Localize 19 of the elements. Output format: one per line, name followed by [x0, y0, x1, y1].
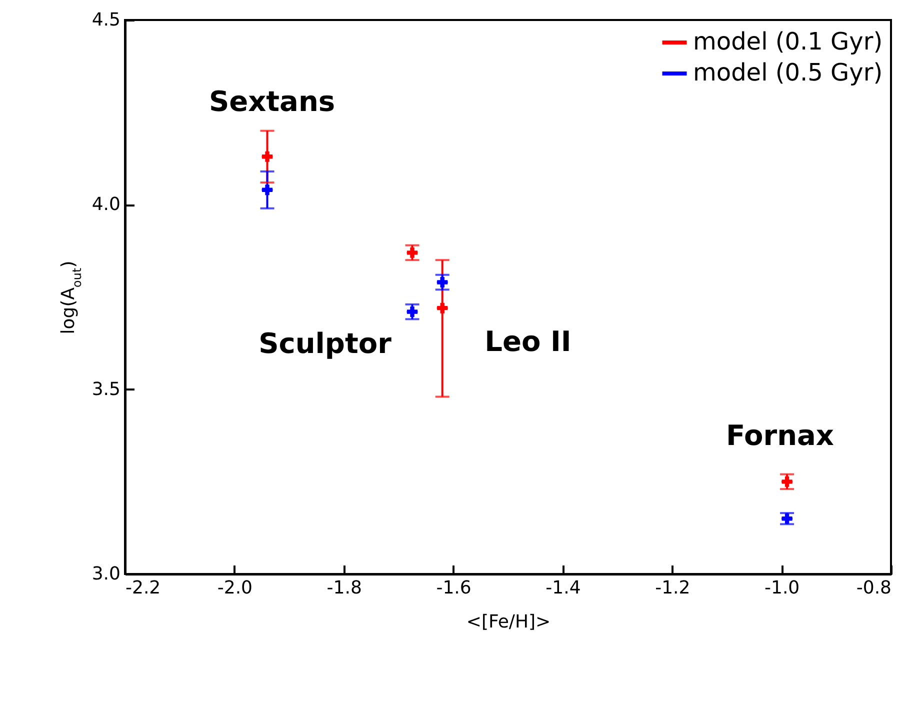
annotation: Sculptor	[258, 327, 392, 360]
x-tick-label: -1.2	[655, 578, 690, 598]
annotation: Fornax	[726, 419, 834, 452]
y-tick-label: 3.5	[92, 378, 120, 400]
legend-label: model (0.1 Gyr)	[693, 28, 883, 56]
y-tick-label: 3.0	[92, 564, 120, 584]
annotation: Sextans	[208, 85, 336, 118]
annotation: Leo II	[484, 325, 572, 358]
y-tick-label: 4.5	[92, 10, 120, 30]
legend-label: model (0.5 Gyr)	[693, 58, 883, 86]
x-tick-label: -1.4	[546, 578, 581, 598]
x-axis-title: <[Fe/H]>	[466, 612, 551, 632]
x-tick-label: -1.0	[764, 578, 800, 598]
x-tick-label: -2.0	[217, 578, 252, 598]
x-tick-label: -1.8	[326, 578, 362, 598]
x-tick-label: -1.6	[436, 578, 472, 598]
y-tick-label: 4.0	[92, 194, 120, 216]
x-tick-label: -0.8	[856, 578, 892, 598]
x-tick-label: -2.2	[126, 578, 161, 598]
